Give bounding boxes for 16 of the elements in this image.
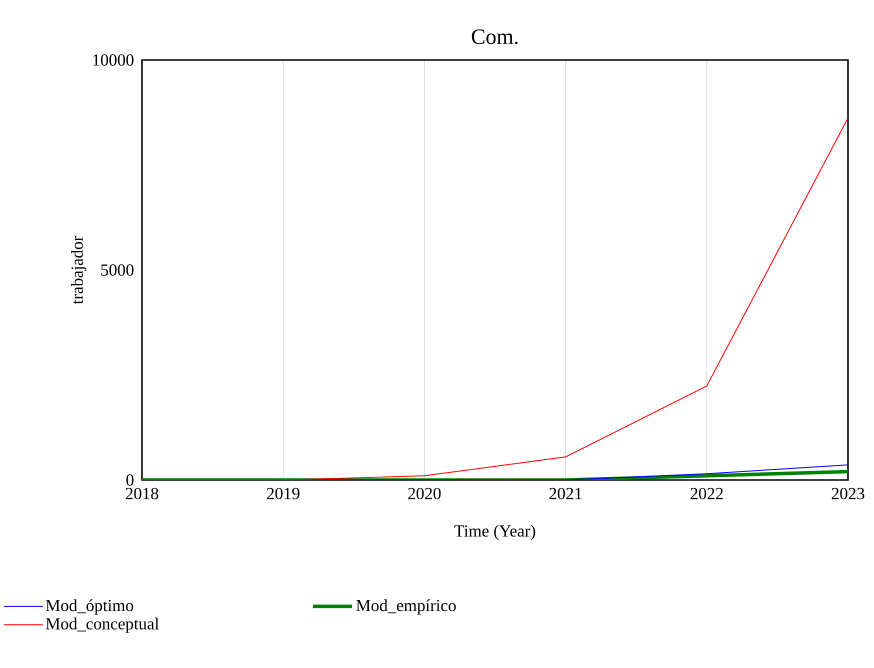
legend-label: Mod_óptimo <box>46 599 134 615</box>
y-tick-label: 0 <box>126 474 134 486</box>
chart-title: Com. <box>472 29 518 44</box>
x-tick-label: 2018 <box>126 488 158 500</box>
line-series <box>142 117 848 480</box>
legend-label: Mod_conceptual <box>46 618 159 633</box>
y-tick-label: 5000 <box>101 264 134 276</box>
x-tick-label: 2022 <box>690 488 723 500</box>
y-tick-label: 10000 <box>93 54 134 66</box>
legend-label: Mod_empírico <box>356 599 456 615</box>
x-tick-label: 2021 <box>549 488 582 500</box>
x-tick-label: 2019 <box>267 488 300 500</box>
x-tick-label: 2020 <box>408 488 441 500</box>
x-tick-label: 2023 <box>832 488 864 500</box>
x-axis-title: Time (Year) <box>454 524 536 540</box>
y-axis-title: trabajador <box>70 236 86 304</box>
